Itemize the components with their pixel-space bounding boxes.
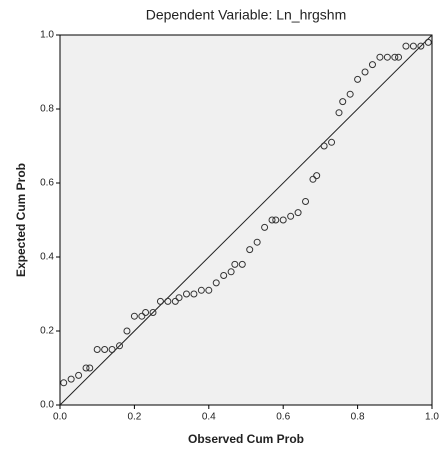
point [149, 309, 157, 316]
point [346, 90, 354, 98]
point [123, 327, 131, 335]
y-tick-label: 0.2 [40, 326, 54, 337]
point [164, 297, 172, 305]
point [320, 142, 328, 150]
point [101, 346, 109, 353]
point [156, 297, 164, 305]
point [328, 138, 336, 146]
point [272, 216, 280, 224]
x-tick-label: 0.8 [351, 412, 365, 423]
point [238, 260, 246, 268]
point [417, 42, 425, 50]
y-tick-label: 0.4 [40, 252, 54, 263]
y-tick-label: 0.6 [40, 178, 54, 189]
point [424, 38, 432, 46]
point [395, 53, 403, 61]
y-tick-label: 1.0 [40, 30, 54, 41]
point [383, 53, 391, 61]
y-tick-label: 0.0 [40, 400, 54, 411]
point [376, 53, 384, 61]
point [75, 371, 83, 379]
point [368, 61, 376, 69]
point [67, 375, 75, 383]
point [268, 216, 276, 224]
point [182, 290, 190, 298]
x-tick-label: 0.6 [276, 412, 290, 423]
point [246, 246, 254, 254]
point [190, 290, 198, 298]
point [116, 342, 124, 350]
point [60, 379, 68, 387]
point [130, 312, 138, 320]
chart-title: Dependent Variable: Ln_hrgshm [146, 7, 347, 23]
x-tick-label: 0.4 [202, 412, 216, 423]
x-axis-label: Observed Cum Prob [188, 432, 304, 446]
x-tick-label: 0.2 [127, 412, 141, 423]
point [402, 42, 410, 50]
point [361, 68, 369, 76]
point [253, 238, 261, 246]
point [86, 364, 94, 372]
point [279, 216, 287, 224]
point [231, 260, 239, 268]
point [138, 312, 146, 320]
y-tick-label: 0.8 [40, 104, 54, 115]
point [313, 172, 321, 180]
point [261, 223, 269, 231]
point [354, 75, 362, 83]
x-tick-label: 0.0 [53, 412, 67, 423]
point [142, 309, 150, 316]
point [391, 53, 399, 61]
point [309, 175, 317, 183]
point [339, 98, 347, 106]
point [197, 286, 205, 294]
point [335, 109, 343, 117]
point [227, 268, 235, 276]
point [93, 346, 101, 353]
point [294, 209, 302, 217]
point [287, 212, 295, 220]
point [108, 346, 116, 353]
point [205, 286, 213, 294]
point [220, 272, 228, 279]
point [409, 42, 417, 50]
point [82, 364, 90, 372]
y-axis-label: Expected Cum Prob [14, 163, 28, 277]
point [171, 297, 179, 305]
point [302, 198, 310, 205]
x-tick-label: 1.0 [425, 412, 439, 423]
point [175, 294, 183, 302]
point [212, 279, 220, 287]
